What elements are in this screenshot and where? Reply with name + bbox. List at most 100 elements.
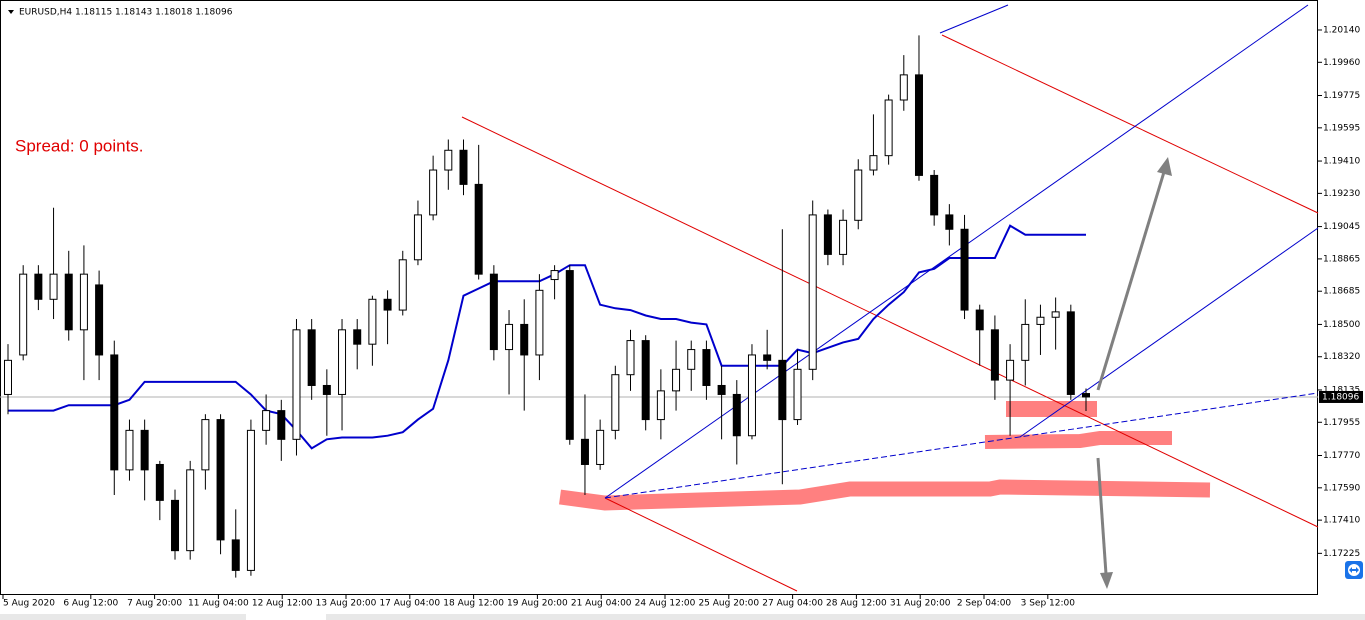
candle-body (383, 298, 392, 311)
candle-body (565, 270, 574, 440)
candle-body (1006, 359, 1015, 381)
candle-body (125, 429, 134, 471)
x-tick-label: 12 Aug 12:00 (252, 599, 313, 609)
x-tick-label: 18 Aug 12:00 (443, 599, 504, 609)
candle-body (292, 329, 301, 440)
arrow-head (1157, 157, 1172, 176)
candle-body (322, 384, 331, 395)
candle-body (914, 74, 923, 176)
candle-body (626, 340, 635, 376)
x-tick-label: 21 Aug 04:00 (571, 599, 632, 609)
x-tick-label: 28 Aug 12:00 (826, 599, 887, 609)
spread-label: Spread: 0 points. (15, 136, 144, 155)
candle-body (793, 368, 802, 421)
candle-body (823, 214, 832, 255)
candle-body (474, 183, 483, 275)
candle-body (398, 259, 407, 311)
menu-arrow[interactable] (8, 10, 14, 14)
scroll-strip (0, 614, 246, 620)
candle-body (338, 329, 347, 395)
y-tick-label: 1.17770 (1323, 451, 1360, 461)
x-tick-label: 5 Aug 2020 (3, 599, 55, 609)
chart-title: EURUSD,H4 1.18115 1.18143 1.18018 1.1809… (19, 8, 233, 18)
candle-body (49, 273, 58, 300)
y-tick-label: 1.17410 (1323, 516, 1360, 526)
x-tick-label: 6 Aug 12:00 (63, 599, 118, 609)
y-tick-label: 1.19960 (1323, 58, 1360, 68)
candle-body (277, 410, 286, 440)
x-tick-label: 3 Sep 12:00 (1021, 599, 1076, 609)
y-tick-label: 1.18865 (1323, 254, 1360, 264)
candle-body (854, 169, 863, 221)
candle-body (505, 323, 514, 351)
candle-body (1036, 316, 1045, 325)
candle-body (459, 149, 468, 185)
candle-body (262, 410, 271, 431)
current-price-label: 1.18096 (1322, 392, 1359, 402)
candle-body (1021, 323, 1030, 361)
plot-frame (0, 0, 1318, 595)
candle-body (580, 438, 589, 465)
drawn-objects (461, 4, 1319, 592)
candle-body (899, 74, 908, 101)
candle-body (702, 349, 711, 386)
candle-body (413, 214, 422, 261)
arrow (1096, 171, 1166, 391)
candle-body (656, 390, 665, 421)
candle-body (778, 359, 787, 421)
y-tick-label: 1.19410 (1323, 157, 1360, 167)
candle-body (307, 329, 316, 386)
support-zone (1006, 401, 1097, 417)
candle-body (990, 329, 999, 381)
channel-line (939, 4, 1009, 34)
candle-body (520, 323, 529, 356)
x-tick-label: 31 Aug 20:00 (890, 599, 951, 609)
candle-body (140, 429, 149, 471)
candle-body (246, 429, 255, 571)
candle-body (216, 419, 225, 541)
x-tick-label: 13 Aug 20:00 (316, 599, 377, 609)
candle-body (19, 273, 28, 356)
x-tick-label: 25 Aug 20:00 (698, 599, 759, 609)
candle-body (869, 155, 878, 171)
candle-body (747, 354, 756, 437)
x-tick-label: 17 Aug 04:00 (379, 599, 440, 609)
x-tick-label: 7 Aug 20:00 (127, 599, 182, 609)
candle-body (960, 228, 969, 311)
candle-body (672, 368, 681, 392)
current-price-box (1319, 390, 1363, 403)
x-tick-label: 11 Aug 04:00 (188, 599, 249, 609)
candle-body (717, 384, 726, 395)
candle-body (171, 499, 180, 552)
candle-body (64, 273, 73, 331)
y-tick-label: 1.19775 (1323, 91, 1360, 101)
y-tick-label: 1.19595 (1323, 123, 1360, 133)
candle-body (186, 469, 195, 552)
candle-body (1066, 311, 1075, 395)
y-tick-label: 1.17590 (1323, 483, 1360, 493)
candle-body (550, 270, 559, 281)
candle-body (429, 169, 438, 216)
candle-body (808, 214, 817, 370)
candle-body (155, 463, 164, 501)
y-tick-label: 1.18135 (1323, 385, 1360, 395)
trend-line (461, 116, 1319, 528)
candle-body (34, 273, 43, 300)
candle-body (945, 214, 954, 230)
support-zone (984, 431, 1172, 449)
support-zone (559, 479, 1211, 511)
candle-body (201, 419, 210, 471)
x-tick-label: 27 Aug 04:00 (762, 599, 823, 609)
candle-body (1051, 311, 1060, 318)
y-tick-label: 1.17225 (1323, 549, 1360, 559)
candle-body (368, 298, 377, 345)
candle-body (231, 539, 240, 571)
candle-body (596, 429, 605, 465)
channel-line (604, 4, 1309, 499)
trend-line (604, 497, 798, 592)
candle-body (611, 374, 620, 431)
candle-body (1082, 393, 1090, 398)
x-tick-label: 2 Sep 04:00 (957, 599, 1012, 609)
